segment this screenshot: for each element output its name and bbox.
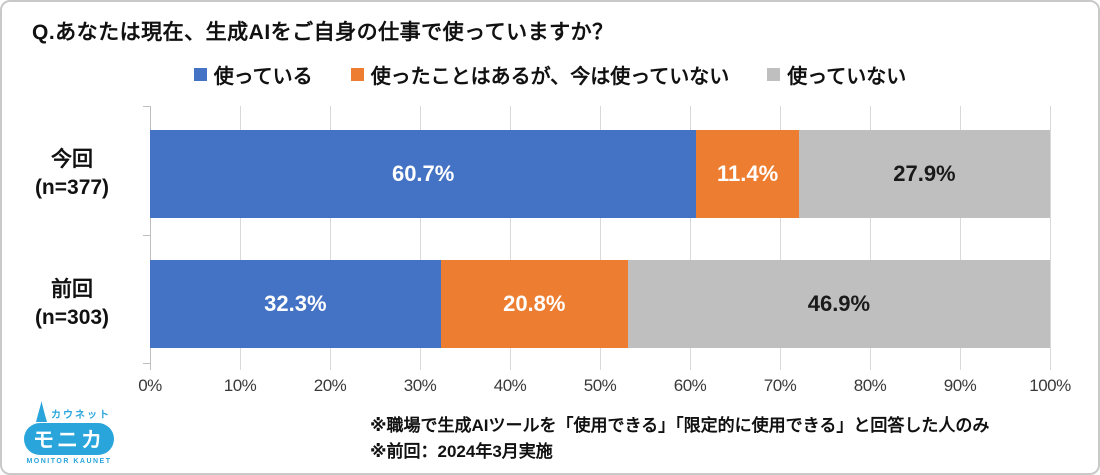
footnotes: ※職場で生成AIツールを「使用できる」「限定的に使用できる」と回答した人のみ ※… — [370, 413, 989, 465]
x-tick-label: 80% — [853, 376, 887, 395]
legend-label: 使っていない — [787, 66, 907, 88]
drop-spike-icon — [36, 401, 47, 422]
category-n: (n=377) — [34, 176, 110, 199]
monica-kaunet-logo: カウネット モニカ MONITOR KAUNET — [16, 399, 126, 471]
x-tick-label: 50% — [583, 376, 617, 395]
grid-line — [870, 106, 871, 370]
grid-line — [960, 106, 961, 370]
x-tick-label: 10% — [223, 376, 257, 395]
category-name: 前回 — [51, 277, 93, 301]
legend-swatch-blue — [193, 68, 207, 81]
x-tick-label: 30% — [403, 376, 437, 395]
grid-line — [420, 106, 421, 370]
grid-line — [690, 106, 691, 370]
grid-line — [600, 106, 601, 370]
footnote-previous-survey: ※前回：2024年3月実施 — [370, 442, 553, 461]
bar-row: 60.7% 11.4% 27.9% — [150, 130, 1050, 218]
x-tick-label: 0% — [138, 376, 162, 395]
bar-segment: 46.9% — [627, 260, 1050, 348]
x-tick-label: 40% — [493, 376, 527, 395]
bar-segment: 11.4% — [696, 130, 799, 218]
logo-top-row: カウネット — [34, 401, 111, 422]
logo-monica-pill: モニカ — [24, 423, 114, 455]
grid-line — [240, 106, 241, 370]
logo-kaunet-text: カウネット — [51, 410, 111, 421]
plot-area: 60.7% 11.4% 27.9% 32.3% 20.8% 46.9% — [143, 106, 1051, 370]
y-axis-tick — [143, 106, 150, 107]
footnote-condition: ※職場で生成AIツールを「使用できる」「限定的に使用できる」と回答した人のみ — [370, 416, 990, 435]
category-label-current: 今回 (n=377) — [2, 130, 142, 218]
grid-line — [510, 106, 511, 370]
logo-monitor-kaunet-text: MONITOR KAUNET — [26, 458, 112, 465]
legend-label: 使ったことはあるが、今は使っていない — [370, 66, 730, 88]
chart-title: Q.あなたは現在、生成AIをご自身の仕事で使っていますか？ — [32, 21, 614, 44]
bar-segment: 27.9% — [798, 130, 1050, 218]
legend: 使っている 使ったことはあるが、今は使っていない 使っていない — [2, 60, 1098, 89]
category-name: 今回 — [51, 147, 93, 171]
bar-segment: 32.3% — [150, 260, 441, 348]
grid-line — [1050, 106, 1051, 370]
legend-label: 使っている — [213, 66, 313, 88]
legend-item-not-using: 使っていない — [767, 60, 906, 89]
bar-segment: 20.8% — [440, 260, 628, 348]
legend-item-using: 使っている — [193, 60, 313, 89]
grid-line — [780, 106, 781, 370]
y-axis-tick — [143, 235, 150, 236]
x-axis: 0% 10% 20% 30% 40% 50% 60% 70% 80% 90% 100% — [138, 376, 1071, 398]
x-tick-label: 100% — [1029, 376, 1071, 395]
category-n: (n=303) — [34, 306, 110, 329]
legend-swatch-orange — [350, 68, 364, 81]
legend-swatch-gray — [767, 68, 781, 81]
y-axis-tick — [143, 363, 150, 364]
x-tick-label: 20% — [313, 376, 347, 395]
legend-item-used-before: 使ったことはあるが、今は使っていない — [350, 60, 730, 89]
x-tick-label: 60% — [673, 376, 707, 395]
y-axis-line — [150, 106, 151, 370]
x-tick-label: 90% — [943, 376, 977, 395]
bar-segment: 60.7% — [150, 130, 697, 218]
category-label-previous: 前回 (n=303) — [2, 260, 142, 348]
x-tick-label: 70% — [763, 376, 797, 395]
grid-line — [330, 106, 331, 370]
bar-row: 32.3% 20.8% 46.9% — [150, 260, 1050, 348]
